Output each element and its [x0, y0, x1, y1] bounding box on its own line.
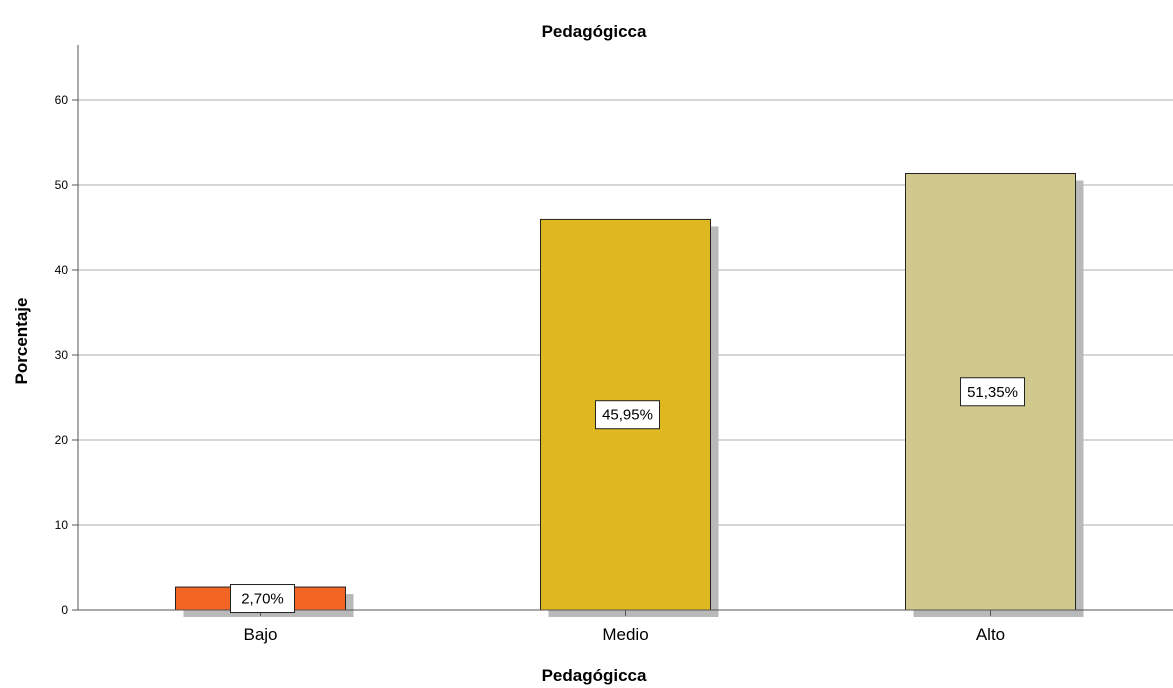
data-label-box [230, 584, 295, 614]
x-tick-label: Bajo [243, 625, 277, 644]
data-label-box [595, 400, 660, 430]
y-axis-ticks: 0 10 20 30 40 50 60 [55, 93, 78, 617]
data-label-box [960, 377, 1025, 407]
y-tick-label: 10 [55, 518, 69, 532]
y-tick-label: 50 [55, 178, 69, 192]
y-tick-label: 0 [61, 603, 68, 617]
data-label-text: 45,95% [602, 407, 653, 424]
x-tick-label: Medio [602, 625, 648, 644]
data-label: 45,95% [595, 400, 660, 430]
x-axis-ticks: Bajo Medio Alto [243, 610, 1005, 644]
y-tick-label: 30 [55, 348, 69, 362]
bar-medio [540, 218, 711, 611]
y-tick-label: 20 [55, 433, 69, 447]
x-tick-label: Alto [976, 625, 1005, 644]
data-label-text: 2,70% [241, 591, 284, 608]
chart-title: Pedagógicca [542, 22, 647, 41]
data-label-text: 51,35% [967, 384, 1018, 401]
bars [175, 173, 1084, 618]
data-label: 51,35% [960, 377, 1025, 407]
y-axis-label: Porcentaje [12, 298, 31, 385]
y-tick-label: 60 [55, 93, 69, 107]
data-label: 2,70% [230, 584, 295, 614]
x-axis-label: Pedagógicca [542, 666, 647, 685]
data-labels: 2,70% 45,95% 51,35% [230, 377, 1025, 614]
y-tick-label: 40 [55, 263, 69, 277]
